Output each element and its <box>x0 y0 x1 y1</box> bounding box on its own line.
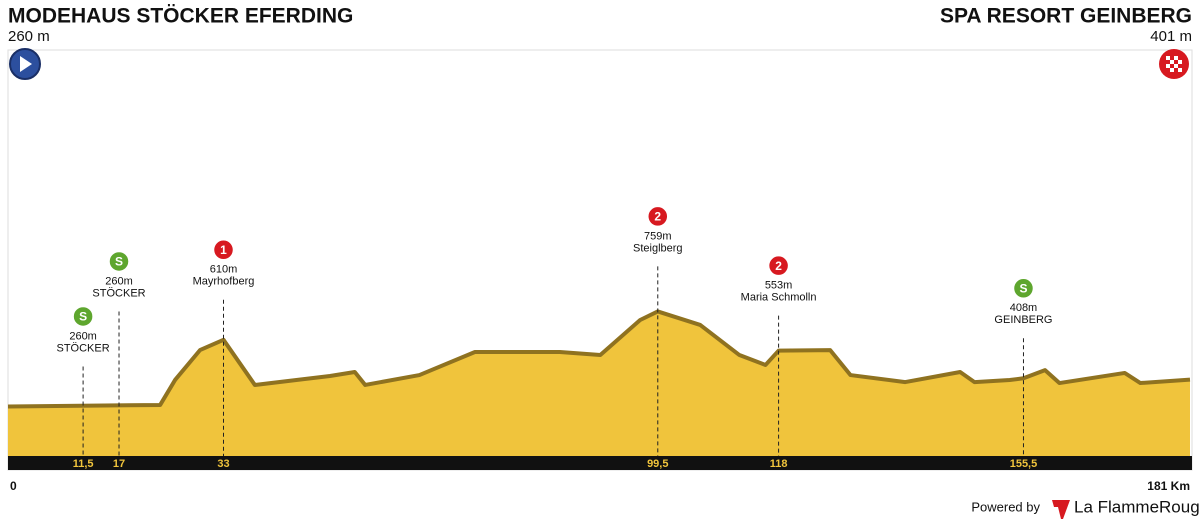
km-label: 118 <box>770 458 788 470</box>
climb-name: Mayrhofberg <box>193 276 255 288</box>
category-label: 1 <box>220 243 227 257</box>
category-icon <box>767 254 790 277</box>
x-tick-label: 181 Km <box>1147 479 1190 493</box>
category-label: 2 <box>775 259 782 273</box>
climb-name: Steiglberg <box>633 242 683 254</box>
plot: S260mSTÖCKER11,5S260mSTÖCKER171610mMayrh… <box>7 205 1192 493</box>
km-label: 17 <box>113 458 125 470</box>
category-label: S <box>79 310 87 324</box>
climb-name: GEINBERG <box>994 314 1052 326</box>
climb-elevation: 553m <box>765 280 793 292</box>
climb-elevation: 260m <box>69 330 97 342</box>
start-name: MODEHAUS STÖCKER EFERDING <box>8 5 353 28</box>
category-icon <box>212 239 235 261</box>
brand-logo <box>1052 500 1070 519</box>
finish-elevation: 401 m <box>1150 28 1192 45</box>
climb-elevation: 759m <box>644 230 672 242</box>
powered-by: Powered by <box>971 499 1040 514</box>
km-label: 99,5 <box>647 458 668 470</box>
x-tick-label: 0 <box>10 479 17 493</box>
brand: La FlammeRouge <box>1074 497 1200 516</box>
finish-icon <box>1159 49 1189 79</box>
elevation-edge <box>7 309 1191 409</box>
climb-name: Maria Schmolln <box>741 292 817 304</box>
category-icon <box>72 305 94 328</box>
elevation-area <box>8 311 1190 456</box>
category-label: 2 <box>654 210 661 224</box>
km-label: 11,5 <box>73 458 94 470</box>
km-label: 33 <box>217 458 229 470</box>
start-icon <box>9 48 41 80</box>
climb-name: STÖCKER <box>57 342 110 354</box>
category-label: S <box>1019 281 1027 295</box>
climb-name: STÖCKER <box>92 287 145 299</box>
km-label: 155,5 <box>1010 458 1038 470</box>
distance-bar <box>8 456 1192 470</box>
category-icon <box>108 250 130 273</box>
climb-elevation: 260m <box>105 275 133 287</box>
finish-name: SPA RESORT GEINBERG <box>940 5 1192 28</box>
category-label: S <box>115 255 123 269</box>
category-icon <box>1012 277 1035 300</box>
start-elevation: 260 m <box>8 28 50 45</box>
climb-elevation: 610m <box>210 264 238 276</box>
climb-elevation: 408m <box>1010 302 1038 314</box>
category-icon <box>647 205 669 228</box>
